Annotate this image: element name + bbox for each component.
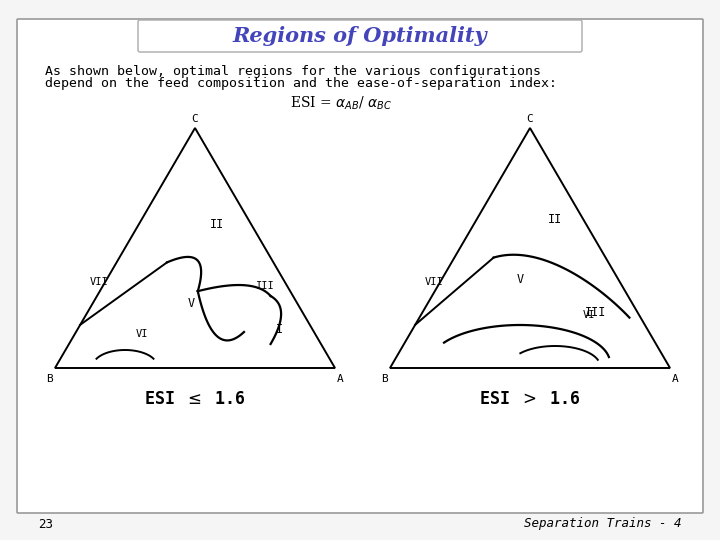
Text: II: II (210, 218, 225, 231)
Text: II: II (548, 213, 562, 226)
Text: B: B (382, 374, 388, 384)
Text: As shown below, optimal regions for the various configurations: As shown below, optimal regions for the … (45, 65, 541, 78)
Text: Separation Trains - 4: Separation Trains - 4 (524, 517, 682, 530)
Text: A: A (337, 374, 343, 384)
Text: V: V (517, 273, 523, 286)
Text: 23: 23 (38, 517, 53, 530)
FancyBboxPatch shape (138, 20, 582, 52)
Text: VII: VII (90, 276, 109, 287)
Text: V: V (187, 296, 194, 310)
Text: VI: VI (135, 329, 148, 340)
Text: III: III (585, 306, 606, 319)
Text: I: I (276, 323, 282, 336)
Text: C: C (526, 114, 534, 124)
Text: depend on the feed composition and the ease-of-separation index:: depend on the feed composition and the e… (45, 77, 557, 90)
Text: VII: VII (425, 276, 444, 287)
Text: ESI $>$ 1.6: ESI $>$ 1.6 (480, 390, 581, 408)
Text: B: B (46, 374, 53, 384)
Text: III: III (256, 281, 274, 292)
Text: C: C (192, 114, 199, 124)
FancyBboxPatch shape (17, 19, 703, 513)
Text: ESI $\leq$ 1.6: ESI $\leq$ 1.6 (144, 390, 246, 408)
Text: ESI = $\alpha_{AB}$/ $\alpha_{BC}$: ESI = $\alpha_{AB}$/ $\alpha_{BC}$ (290, 95, 392, 112)
Text: Regions of Optimality: Regions of Optimality (233, 26, 487, 46)
Text: VI: VI (582, 310, 595, 320)
Text: A: A (672, 374, 679, 384)
